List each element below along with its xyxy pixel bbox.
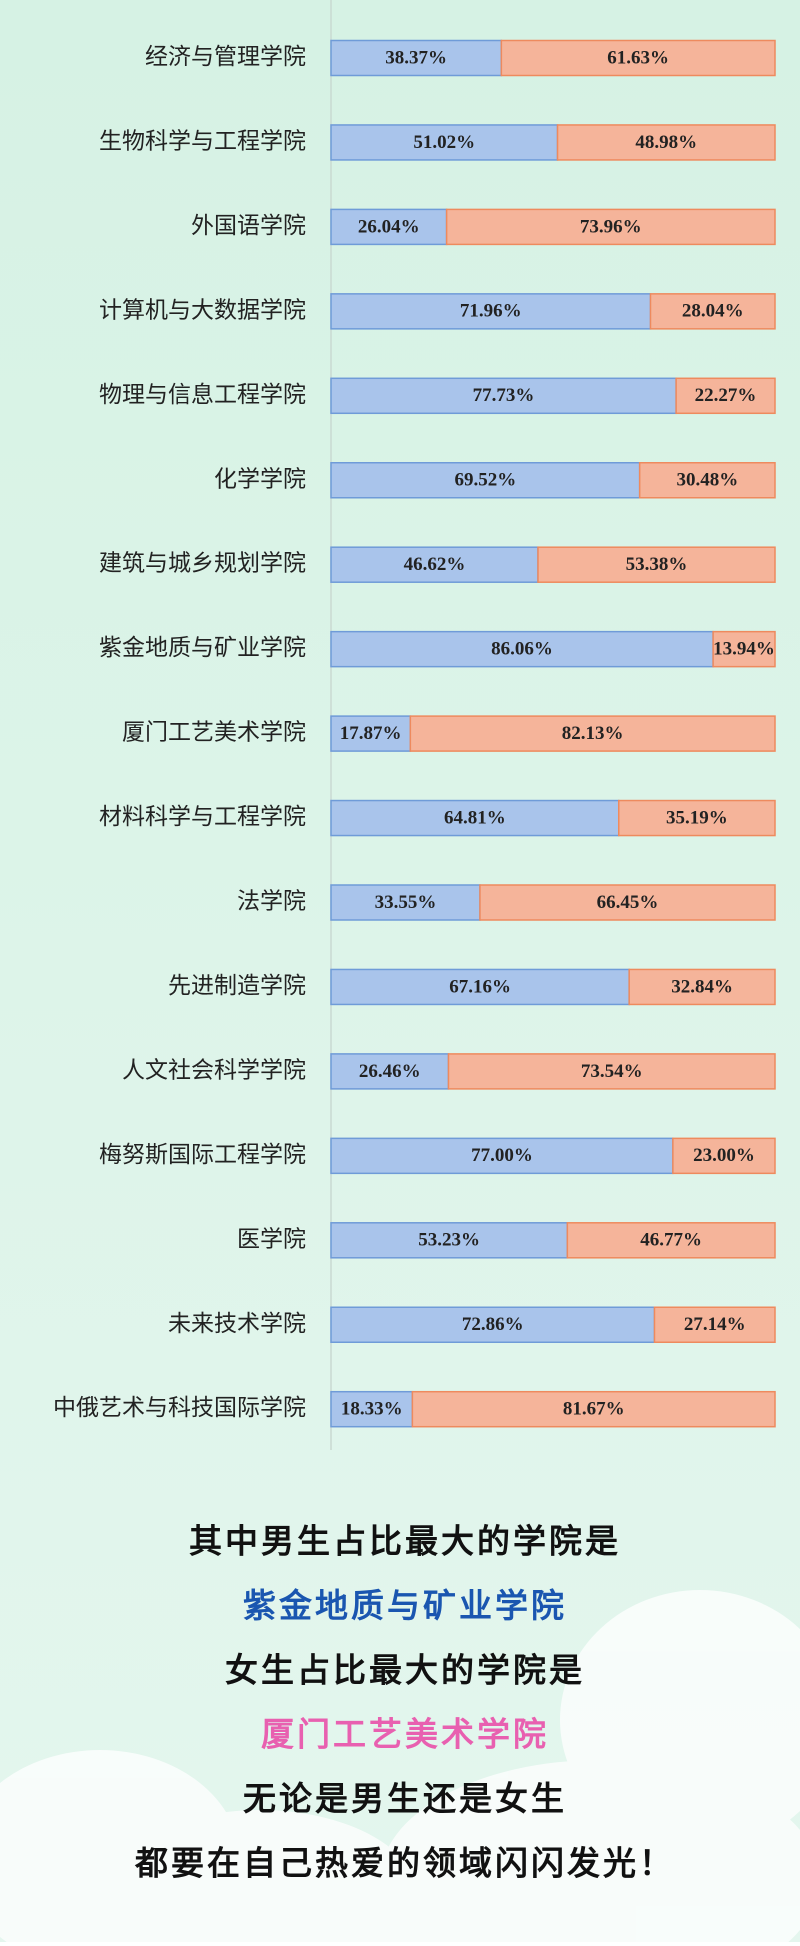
bar-segment — [330, 1306, 656, 1343]
value-label: 64.81% — [444, 807, 506, 828]
bar-segment — [556, 124, 776, 161]
bar-segment — [649, 293, 776, 330]
value-label: 13.94% — [713, 639, 775, 660]
bar-segment — [330, 630, 714, 668]
value-label: 28.04% — [682, 301, 744, 322]
category-label: 紫金地质与矿业学院 — [99, 635, 306, 661]
summary-line: 厦门工艺美术学院 — [261, 1715, 549, 1754]
value-label: 61.63% — [607, 47, 669, 68]
bar-segment — [618, 799, 776, 837]
value-label: 73.54% — [581, 1061, 643, 1082]
value-label: 18.33% — [341, 1399, 403, 1420]
summary-line: 紫金地质与矿业学院 — [243, 1586, 567, 1625]
value-label: 17.87% — [340, 723, 402, 744]
category-label: 建筑与城乡规划学院 — [99, 551, 306, 577]
bar-segment — [330, 39, 503, 77]
category-label: 外国语学院 — [191, 213, 306, 239]
bar-segment — [330, 208, 448, 246]
category-label: 厦门工艺美术学院 — [122, 720, 306, 746]
bar-segment — [638, 462, 776, 499]
bar-segment — [330, 968, 630, 1006]
bar-segment — [447, 1053, 776, 1090]
summary-line: 女生占比最大的学院是 — [225, 1650, 585, 1689]
value-label: 46.62% — [404, 554, 466, 575]
category-label: 梅努斯国际工程学院 — [99, 1142, 306, 1168]
value-label: 32.84% — [671, 976, 733, 997]
value-label: 51.02% — [413, 132, 475, 153]
bar-segment — [500, 39, 776, 77]
value-label: 77.73% — [473, 385, 535, 406]
bar-segment — [712, 630, 776, 668]
value-label: 23.00% — [693, 1145, 755, 1166]
bar-segment — [330, 1222, 569, 1259]
summary-line: 其中男生占比最大的学院是 — [189, 1522, 621, 1561]
bar-segment — [330, 462, 641, 499]
value-label: 46.77% — [640, 1230, 702, 1251]
value-label: 35.19% — [666, 807, 728, 828]
bar-segment — [330, 1137, 674, 1175]
bar-segment — [672, 1137, 776, 1175]
value-label: 67.16% — [449, 976, 511, 997]
value-label: 33.55% — [375, 892, 437, 913]
category-label: 先进制造学院 — [168, 973, 306, 999]
value-label: 22.27% — [695, 385, 757, 406]
value-label: 81.67% — [563, 1399, 625, 1420]
category-label: 计算机与大数据学院 — [99, 297, 306, 323]
bar-segment — [411, 1390, 776, 1428]
value-label: 26.46% — [359, 1061, 421, 1082]
bar-segment — [479, 884, 776, 921]
value-label: 71.96% — [460, 301, 522, 322]
category-label: 中俄艺术与科技国际学院 — [53, 1395, 306, 1421]
value-label: 30.48% — [676, 470, 738, 491]
value-label: 26.04% — [358, 216, 420, 237]
bar-segment — [330, 1053, 450, 1090]
bar-segment — [330, 884, 481, 921]
value-label: 86.06% — [491, 639, 553, 660]
clouds — [0, 1590, 800, 1946]
value-label: 82.13% — [562, 723, 624, 744]
category-label: 物理与信息工程学院 — [99, 382, 306, 408]
category-label: 未来技术学院 — [168, 1311, 306, 1337]
bar-segment — [330, 546, 539, 583]
value-label: 72.86% — [462, 1314, 524, 1335]
category-label: 材料科学与工程学院 — [99, 804, 306, 830]
value-label: 48.98% — [635, 132, 697, 153]
value-label: 53.23% — [418, 1230, 480, 1251]
bar-segment — [445, 208, 776, 246]
bar-segment — [537, 546, 776, 583]
bar-segment — [330, 715, 412, 752]
value-label: 53.38% — [626, 554, 688, 575]
category-label: 法学院 — [237, 889, 306, 915]
category-label: 人文社会科学学院 — [122, 1057, 306, 1083]
category-label: 医学院 — [237, 1226, 306, 1252]
bar-segment — [675, 377, 776, 415]
value-label: 69.52% — [454, 470, 516, 491]
bar-segment — [566, 1222, 776, 1259]
category-label: 化学学院 — [214, 466, 306, 492]
bar-segment — [628, 968, 776, 1006]
bar-segment — [409, 715, 776, 752]
value-label: 77.00% — [471, 1145, 533, 1166]
value-label: 73.96% — [580, 216, 642, 237]
bar-segment — [653, 1306, 776, 1343]
bar-segment — [330, 799, 620, 837]
summary-line: 都要在自己热爱的领域闪闪发光！ — [134, 1844, 675, 1883]
summary-line: 无论是男生还是女生 — [243, 1779, 567, 1818]
value-label: 27.14% — [684, 1314, 746, 1335]
category-label: 经济与管理学院 — [145, 44, 306, 70]
value-label: 66.45% — [597, 892, 659, 913]
value-label: 38.37% — [385, 47, 447, 68]
bar-segment — [330, 293, 652, 330]
category-label: 生物科学与工程学院 — [99, 128, 306, 154]
